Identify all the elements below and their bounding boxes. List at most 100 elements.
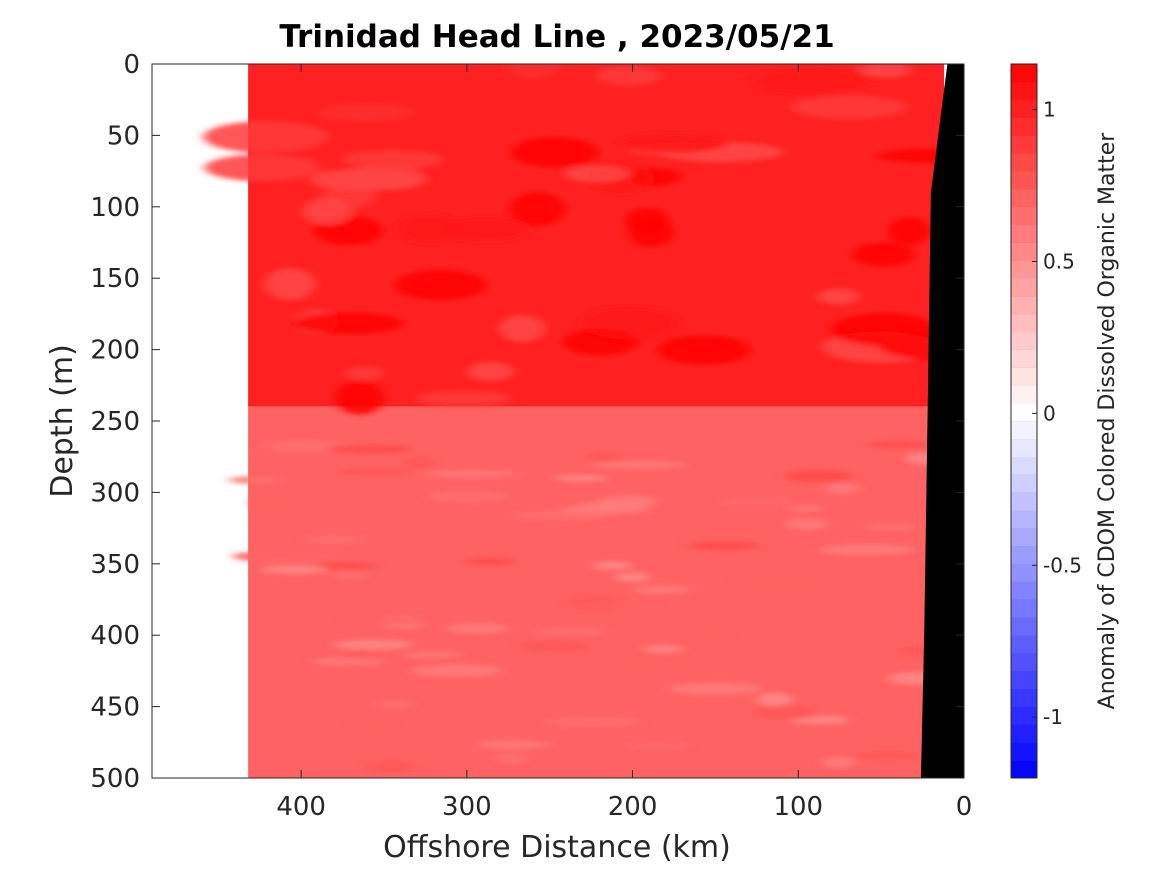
field-patch (476, 740, 551, 750)
field-patch (403, 652, 462, 659)
colorbar-level (1011, 510, 1037, 529)
field-patch (788, 505, 823, 512)
field-patch (294, 313, 404, 334)
colorbar-level (1011, 724, 1037, 743)
x-axis-label: Offshore Distance (km) (383, 830, 731, 865)
field-patch (231, 551, 322, 561)
colorbar-level (1011, 599, 1037, 618)
field-patch (498, 314, 546, 343)
field-patch (510, 192, 566, 226)
field-patch (692, 633, 730, 641)
field-patch (789, 94, 908, 120)
colorbar-frame (1010, 63, 1038, 779)
field-patch (852, 242, 915, 267)
field-patch (642, 645, 685, 653)
field-patch (632, 585, 693, 595)
colorbar-level (1011, 474, 1037, 493)
colorbar-level (1011, 403, 1037, 422)
field-patch (372, 699, 415, 709)
field-patch (599, 494, 659, 509)
colorbar-level (1011, 492, 1037, 511)
colorbar-level (1011, 81, 1037, 100)
field-patch (335, 380, 385, 415)
y-axis: 0 50 100 150 200 250 300 350 400 450 500 (90, 50, 964, 794)
field-patch (316, 103, 417, 122)
field-patch (228, 475, 288, 485)
colorbar-level (1011, 706, 1037, 725)
field-patch (249, 495, 283, 510)
field-patch (687, 541, 761, 550)
colorbar-level (1011, 760, 1037, 779)
field-patch (735, 572, 830, 583)
field-patch (562, 328, 639, 356)
colorbar-level (1011, 242, 1037, 261)
y-axis-label: Depth (m) (45, 344, 80, 498)
field-patch (303, 534, 365, 545)
y-tick-label: 0 (123, 50, 140, 80)
field-patch (628, 217, 674, 247)
colorbar-level (1011, 117, 1037, 136)
y-tick-label: 400 (90, 621, 140, 651)
colorbar-level (1011, 260, 1037, 279)
field-patch (720, 499, 793, 506)
colorbar-level (1011, 688, 1037, 707)
field-patch (858, 64, 912, 78)
colorbar-level (1011, 135, 1037, 154)
colorbar-level (1011, 153, 1037, 172)
field-patch (626, 663, 703, 675)
field-patch (466, 361, 515, 382)
y-tick-label: 50 (107, 121, 140, 151)
field-patch (588, 460, 686, 469)
field-patch (657, 335, 751, 365)
field-patch (335, 468, 412, 476)
colorbar-tick-label: 0.5 (1043, 249, 1075, 273)
y-tick-label: 250 (90, 407, 140, 437)
colorbar-level (1011, 653, 1037, 672)
field-patch (627, 742, 689, 750)
field-patch (816, 288, 860, 305)
field-patch (571, 601, 658, 608)
field-patch (667, 682, 765, 696)
field-patch (634, 466, 668, 477)
field-patch (614, 572, 650, 583)
field-patch (532, 626, 608, 637)
x-tick-label: 400 (276, 792, 326, 822)
colorbar-level (1011, 331, 1037, 350)
colorbar-level (1011, 617, 1037, 636)
y-tick-label: 100 (90, 193, 140, 223)
colorbar-level (1011, 206, 1037, 225)
field-patch (821, 756, 856, 769)
field-patch (825, 529, 917, 539)
y-tick-label: 350 (90, 550, 140, 580)
field-patch (546, 716, 641, 728)
field-patch (261, 565, 328, 575)
field-patch (564, 165, 630, 183)
field-patch (204, 154, 322, 182)
seafloor-bathymetry (920, 64, 964, 778)
plot-area (151, 63, 965, 779)
y-tick-label: 200 (90, 336, 140, 366)
field-patch (595, 65, 663, 86)
field-patch (507, 64, 560, 80)
colorbar-level (1011, 670, 1037, 690)
field-patch (817, 544, 917, 556)
colorbar-level (1011, 64, 1037, 83)
field-patch (824, 482, 861, 494)
field-patch (343, 365, 385, 382)
field-patch (753, 67, 871, 95)
field-patch (784, 470, 854, 483)
colorbar-level (1011, 742, 1037, 761)
field-patch (415, 390, 513, 407)
colorbar-level (1011, 349, 1037, 368)
field-patch (754, 705, 818, 720)
field-patch (332, 571, 369, 580)
y-tick-label: 450 (90, 693, 140, 723)
field-patch (617, 133, 729, 153)
colorbar-tick-label: 0 (1043, 401, 1056, 425)
colorbar-ticks: 1 0.5 0 -0.5 -1 (1032, 98, 1082, 729)
field-patch (340, 149, 445, 170)
field-patch (756, 692, 793, 707)
field-patch (366, 761, 416, 773)
colorbar-level (1011, 224, 1037, 243)
